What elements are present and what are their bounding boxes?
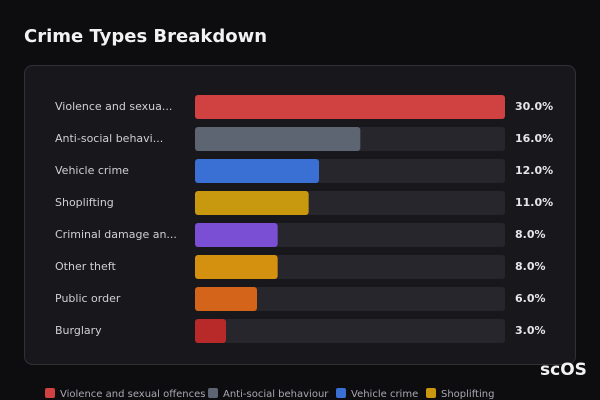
value-label: 8.0% xyxy=(515,228,546,241)
category-label: Criminal damage an... xyxy=(55,228,177,241)
category-label: Shoplifting xyxy=(55,196,114,209)
legend-swatch xyxy=(45,388,55,398)
category-label: Other theft xyxy=(55,260,116,273)
category-label: Violence and sexua... xyxy=(55,100,172,113)
bar xyxy=(195,287,257,311)
legend-swatch xyxy=(208,388,218,398)
bar-track xyxy=(195,319,505,343)
value-label: 30.0% xyxy=(515,100,553,113)
bar xyxy=(195,255,278,279)
legend-label: Vehicle crime xyxy=(351,389,418,400)
legend-label: Anti-social behaviour xyxy=(223,389,329,400)
value-label: 3.0% xyxy=(515,324,546,337)
bar xyxy=(195,95,505,119)
legend-swatch xyxy=(336,388,346,398)
category-label: Vehicle crime xyxy=(55,164,129,177)
value-label: 6.0% xyxy=(515,292,546,305)
value-label: 12.0% xyxy=(515,164,553,177)
bar xyxy=(195,319,226,343)
value-label: 11.0% xyxy=(515,196,553,209)
category-label: Burglary xyxy=(55,324,102,337)
value-label: 8.0% xyxy=(515,260,546,273)
category-label: Anti-social behavi... xyxy=(55,132,163,145)
bar xyxy=(195,191,309,215)
legend-swatch xyxy=(426,388,436,398)
bar xyxy=(195,223,278,247)
bar-track xyxy=(195,287,505,311)
legend-label: Shoplifting xyxy=(441,389,494,400)
bar xyxy=(195,127,361,151)
value-label: 16.0% xyxy=(515,132,553,145)
chart-title: Crime Types Breakdown xyxy=(24,26,267,47)
legend-label: Violence and sexual offences xyxy=(60,389,206,400)
bar xyxy=(195,159,319,183)
category-label: Public order xyxy=(55,292,121,305)
watermark: scOS xyxy=(540,360,587,380)
